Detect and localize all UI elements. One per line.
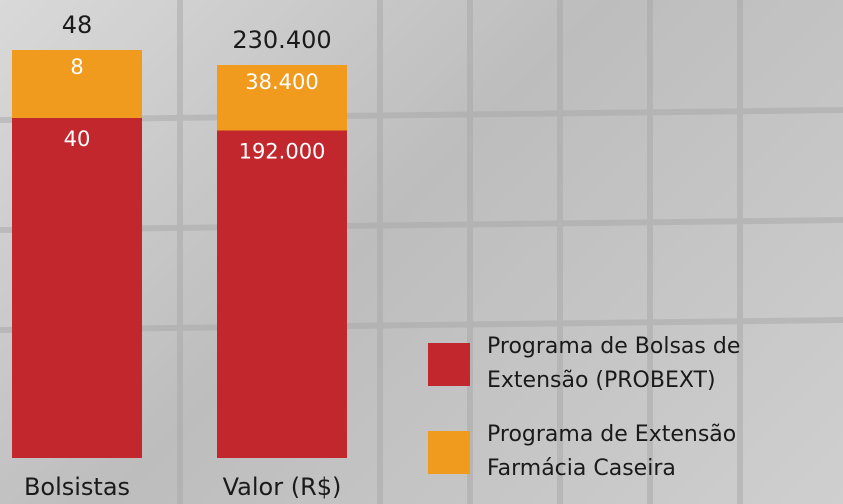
data-label: 8 <box>70 55 83 79</box>
total-label: 48 <box>62 11 93 39</box>
x-tick-label: Bolsistas <box>24 473 130 501</box>
legend-label: Programa de Extensão Farmácia Caseira <box>487 418 837 486</box>
legend-item: Programa de Bolsas de Extensão (PROBEXT) <box>428 330 837 398</box>
total-label: 230.400 <box>232 26 331 54</box>
bar-segment <box>12 118 142 458</box>
page: 40 8 48 Bolsistas 192.000 38.400 230.400 Valor … <box>0 0 843 504</box>
legend-swatch <box>428 343 470 386</box>
legend-swatch <box>428 431 470 474</box>
bar-segment <box>217 131 347 459</box>
data-label: 40 <box>64 127 91 151</box>
data-label: 192.000 <box>239 140 326 164</box>
data-label: 38.400 <box>245 70 318 94</box>
x-tick-label: Valor (R$) <box>223 473 342 501</box>
legend-label: Programa de Bolsas de Extensão (PROBEXT) <box>487 330 837 398</box>
legend-item: Programa de Extensão Farmácia Caseira <box>428 418 837 486</box>
